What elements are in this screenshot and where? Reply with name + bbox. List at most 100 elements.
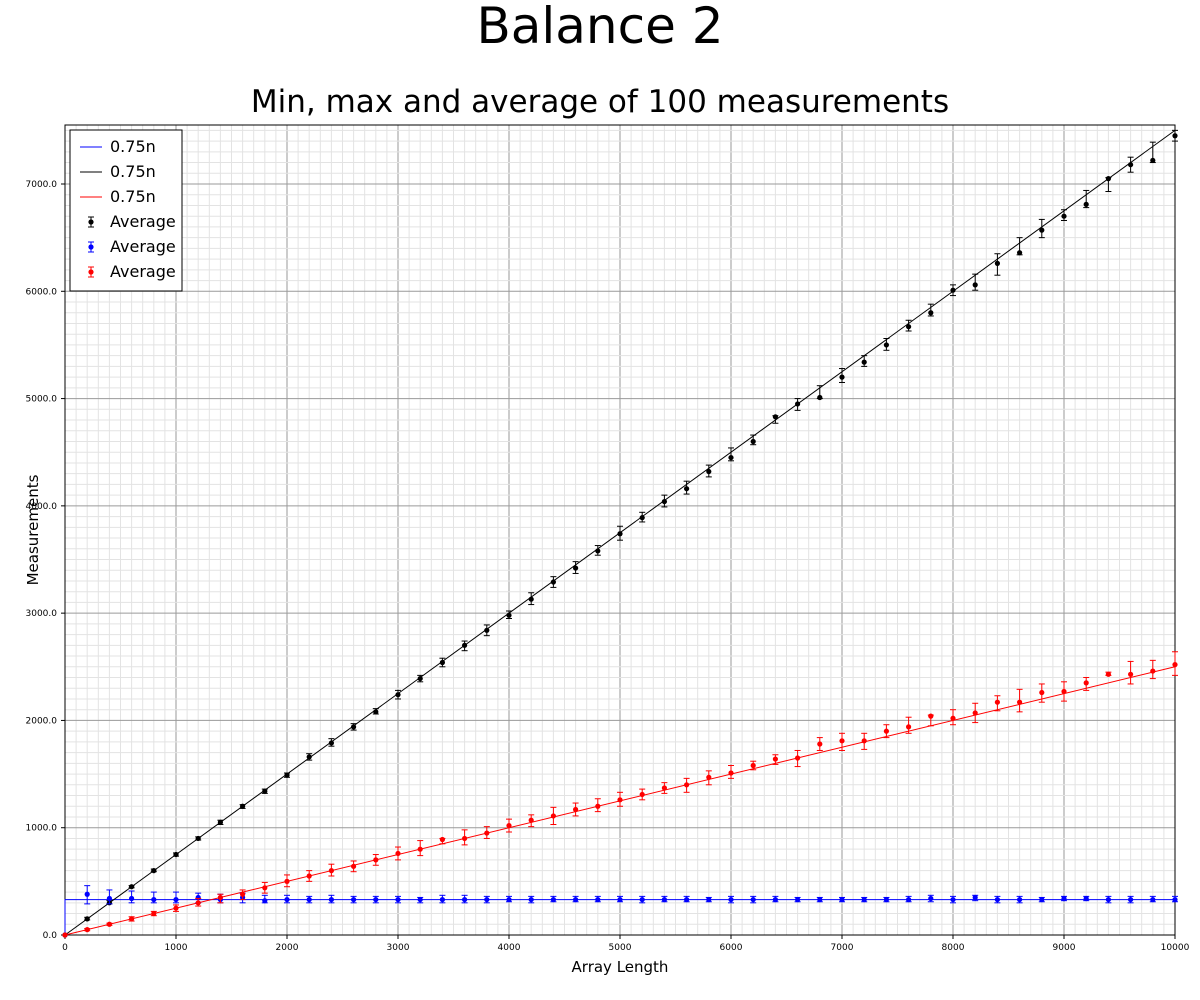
- data-point: [395, 850, 401, 857]
- data-point: [928, 713, 934, 719]
- x-tick-label: 3000: [387, 943, 410, 953]
- data-point: [151, 868, 157, 874]
- data-point: [772, 414, 779, 420]
- data-point: [550, 579, 557, 585]
- x-tick-label: 9000: [1053, 943, 1076, 953]
- data-point: [373, 896, 379, 903]
- data-point: [795, 755, 801, 761]
- data-point: [906, 724, 912, 730]
- y-tick-label: 1000.0: [26, 824, 58, 834]
- data-point: [1105, 896, 1111, 903]
- data-point: [684, 896, 690, 903]
- data-point: [328, 740, 334, 746]
- data-point: [351, 863, 357, 869]
- data-point: [1039, 896, 1045, 903]
- data-point: [484, 830, 490, 836]
- data-point: [883, 728, 890, 734]
- data-point: [883, 896, 890, 903]
- data-point: [417, 896, 423, 903]
- data-point: [506, 612, 512, 618]
- y-axis-label: Measurements: [24, 474, 42, 585]
- legend: 0.75n 0.75n 0.75n Average Average Average: [69, 129, 183, 292]
- data-point: [1105, 176, 1111, 182]
- data-point: [417, 675, 423, 682]
- data-point: [106, 895, 112, 902]
- data-point: [1172, 133, 1178, 139]
- x-tick-label: 6000: [720, 943, 743, 953]
- data-point: [817, 741, 823, 747]
- data-point: [550, 813, 557, 819]
- data-point: [62, 932, 68, 938]
- data-point: [1061, 213, 1067, 219]
- legend-point-swatch: [88, 219, 94, 225]
- data-point: [595, 896, 601, 903]
- data-point: [217, 819, 223, 825]
- data-point: [817, 896, 823, 903]
- data-point: [351, 896, 357, 903]
- data-point: [661, 498, 668, 505]
- data-point: [661, 785, 668, 791]
- data-point: [151, 896, 157, 903]
- data-point: [1172, 896, 1178, 903]
- data-point: [1017, 699, 1023, 705]
- data-point: [928, 895, 934, 902]
- data-point: [639, 515, 645, 521]
- data-point: [484, 896, 490, 903]
- data-point: [1017, 896, 1023, 903]
- data-point: [439, 896, 445, 903]
- x-tick-label: 4000: [498, 943, 521, 953]
- data-point: [772, 896, 779, 903]
- data-point: [84, 916, 90, 922]
- data-point: [262, 788, 268, 794]
- data-point: [395, 692, 401, 698]
- data-point: [639, 791, 645, 798]
- data-point: [728, 770, 734, 776]
- data-point: [328, 896, 334, 903]
- data-point: [861, 896, 867, 903]
- data-point: [462, 835, 468, 842]
- data-point: [1150, 157, 1156, 164]
- data-point: [639, 896, 645, 903]
- data-point: [284, 878, 290, 884]
- reference-line-0.75n: [64, 899, 1175, 935]
- data-point: [106, 921, 112, 927]
- legend-label: Average: [110, 237, 176, 256]
- data-point: [706, 896, 712, 903]
- data-point: [417, 846, 423, 852]
- x-tick-label: 10000: [1161, 943, 1190, 953]
- data-point: [950, 896, 956, 903]
- data-point: [839, 374, 845, 380]
- data-point: [617, 797, 623, 803]
- data-point: [994, 260, 1001, 266]
- data-point: [861, 359, 867, 365]
- data-points: [62, 129, 1178, 938]
- x-tick-label: 2000: [276, 943, 299, 953]
- data-point: [373, 857, 379, 863]
- data-point: [972, 710, 978, 716]
- data-point: [750, 762, 756, 769]
- data-point: [462, 896, 468, 903]
- data-point: [1039, 689, 1045, 696]
- data-point: [795, 896, 801, 903]
- y-tick-label: 7000.0: [26, 180, 58, 190]
- data-point: [573, 896, 579, 903]
- data-point: [595, 548, 601, 554]
- data-point: [1105, 671, 1111, 677]
- data-point: [706, 774, 712, 780]
- data-point: [883, 342, 890, 348]
- data-point: [328, 868, 334, 874]
- data-point: [617, 896, 623, 903]
- data-point: [129, 895, 135, 902]
- data-point: [1083, 895, 1089, 902]
- data-point: [240, 803, 246, 809]
- y-tick-label: 6000.0: [26, 287, 58, 297]
- data-point: [306, 896, 312, 903]
- data-point: [928, 310, 934, 316]
- data-point: [972, 894, 978, 901]
- data-point: [950, 715, 956, 721]
- legend-box: [69, 129, 183, 292]
- data-point: [506, 822, 512, 829]
- data-point: [484, 627, 490, 633]
- data-point: [395, 896, 401, 903]
- y-tick-label: 0.0: [43, 931, 58, 941]
